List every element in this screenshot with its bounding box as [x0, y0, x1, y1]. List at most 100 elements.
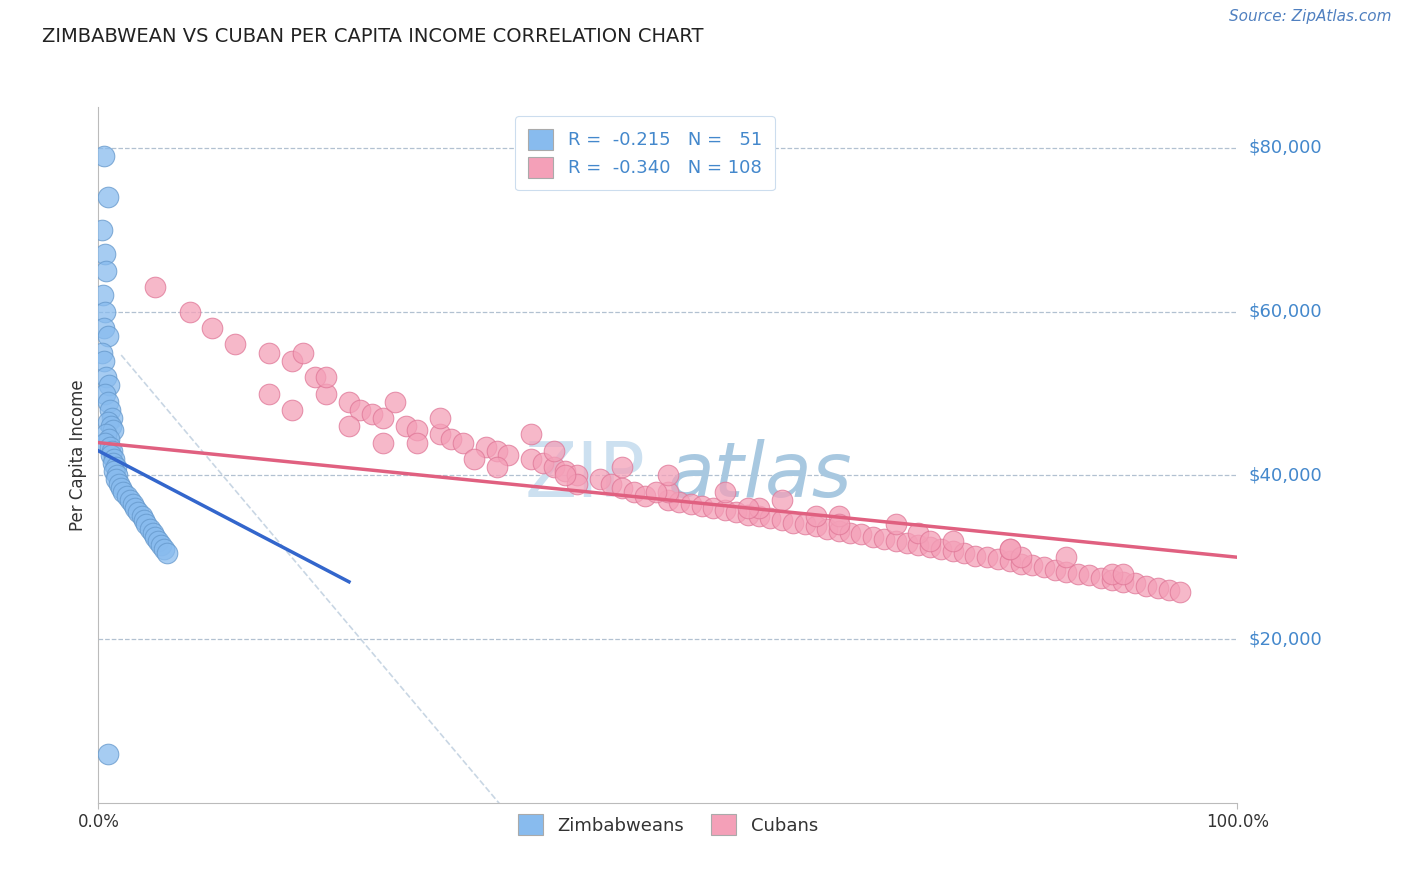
Point — [395, 419, 418, 434]
Point — [1054, 565, 1078, 579]
Point — [124, 501, 146, 516]
Point — [145, 530, 167, 544]
Point — [96, 370, 118, 384]
Point — [828, 509, 851, 524]
Point — [1135, 579, 1157, 593]
Point — [737, 508, 759, 522]
Text: $40,000: $40,000 — [1249, 467, 1322, 484]
Y-axis label: Per Capita Income: Per Capita Income — [69, 379, 87, 531]
Point — [828, 524, 851, 538]
Point — [384, 394, 406, 409]
Point — [770, 513, 793, 527]
Point — [142, 525, 165, 540]
Text: atlas: atlas — [668, 439, 852, 513]
Point — [884, 517, 907, 532]
Text: $20,000: $20,000 — [1249, 630, 1322, 648]
Point — [96, 329, 118, 343]
Point — [612, 481, 634, 495]
Point — [770, 492, 793, 507]
Point — [179, 304, 201, 318]
Point — [520, 452, 543, 467]
Point — [96, 427, 118, 442]
Point — [1101, 566, 1123, 581]
Point — [600, 476, 623, 491]
Point — [112, 484, 135, 499]
Point — [406, 423, 429, 437]
Point — [1032, 560, 1054, 574]
Point — [110, 481, 132, 495]
Point — [304, 370, 326, 384]
Point — [429, 427, 451, 442]
Point — [96, 415, 118, 429]
Point — [976, 550, 998, 565]
Point — [953, 546, 976, 560]
Point — [543, 443, 565, 458]
Point — [531, 456, 554, 470]
Point — [554, 464, 576, 478]
Point — [103, 452, 125, 467]
Point — [543, 460, 565, 475]
Point — [360, 407, 382, 421]
Point — [942, 543, 965, 558]
Point — [440, 432, 463, 446]
Point — [1078, 568, 1101, 582]
Point — [94, 304, 117, 318]
Point — [281, 353, 304, 368]
Text: ZIP: ZIP — [524, 439, 645, 513]
Point — [100, 448, 122, 462]
Legend: Zimbabweans, Cubans: Zimbabweans, Cubans — [510, 807, 825, 842]
Point — [224, 337, 246, 351]
Point — [873, 533, 896, 547]
Point — [463, 452, 485, 467]
Point — [657, 468, 679, 483]
Point — [657, 484, 679, 499]
Point — [337, 394, 360, 409]
Point — [714, 502, 737, 516]
Point — [1170, 584, 1192, 599]
Point — [94, 386, 117, 401]
Point — [929, 542, 952, 557]
Point — [679, 497, 702, 511]
Point — [1101, 573, 1123, 587]
Point — [90, 345, 112, 359]
Point — [862, 530, 884, 544]
Point — [371, 411, 394, 425]
Point — [918, 541, 941, 555]
Point — [1123, 576, 1146, 591]
Point — [131, 509, 153, 524]
Point — [1067, 566, 1090, 581]
Point — [839, 525, 862, 540]
Point — [1112, 566, 1135, 581]
Point — [96, 190, 118, 204]
Point — [103, 464, 125, 478]
Point — [793, 517, 815, 532]
Point — [486, 443, 509, 458]
Point — [91, 288, 114, 302]
Point — [1090, 571, 1112, 585]
Point — [1146, 582, 1168, 596]
Point — [105, 468, 128, 483]
Point — [96, 747, 118, 761]
Point — [748, 501, 770, 516]
Point — [748, 509, 770, 524]
Point — [153, 542, 176, 557]
Point — [657, 492, 679, 507]
Point — [965, 549, 987, 563]
Text: $80,000: $80,000 — [1249, 139, 1322, 157]
Point — [690, 500, 713, 514]
Point — [315, 386, 337, 401]
Point — [942, 533, 965, 548]
Point — [101, 443, 124, 458]
Point — [132, 513, 155, 527]
Point — [1043, 562, 1066, 576]
Point — [145, 280, 167, 294]
Point — [565, 476, 588, 491]
Point — [98, 440, 121, 454]
Point — [1010, 557, 1032, 571]
Point — [851, 527, 873, 541]
Point — [103, 423, 125, 437]
Point — [97, 432, 120, 446]
Point — [520, 427, 543, 442]
Point — [93, 353, 115, 368]
Point — [1112, 574, 1135, 589]
